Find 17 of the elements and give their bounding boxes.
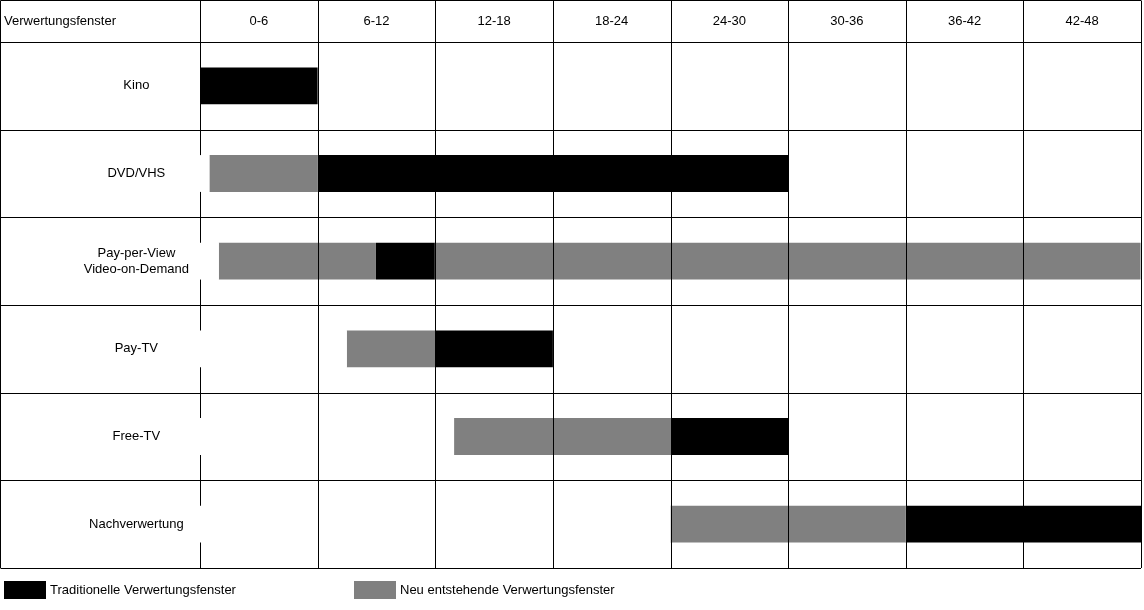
annotation: 18-24 — [595, 12, 629, 28]
y-tick-label: Nachverwertung — [89, 515, 184, 531]
y-tick-label: Free-TV — [112, 428, 161, 444]
y-axis-title: Verwertungsfenster — [4, 12, 117, 28]
annotation: 12-18 — [477, 12, 511, 28]
annotation: 36-42 — [947, 12, 982, 28]
legend-label: Neu entstehende Verwertungsfenster — [400, 581, 616, 597]
y-tick-label: Kino — [123, 77, 150, 93]
annotation: 42-48 — [1065, 12, 1099, 28]
y-tick-label: Pay-per-View Video-on-Demand — [83, 244, 190, 276]
annotation: 24-30 — [712, 12, 746, 28]
y-tick-label: Pay-TV — [114, 340, 159, 356]
y-tick-label: DVD/VHS — [107, 165, 166, 181]
annotation: 30-36 — [830, 12, 864, 28]
legend-label: Traditionelle Verwertungsfenster — [50, 581, 237, 597]
annotation: 0-6 — [249, 12, 269, 28]
annotation: 6-12 — [363, 12, 390, 28]
